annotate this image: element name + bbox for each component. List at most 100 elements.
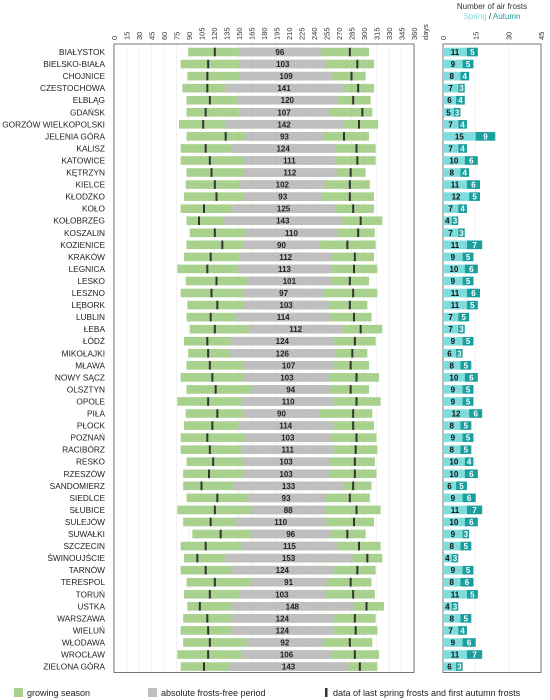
autumn-frosts-label: 5 — [464, 422, 469, 431]
frost-free-days-label: 90 — [277, 241, 286, 250]
station-row: MIKOŁAJKI 126 6 3 — [62, 348, 463, 358]
station-row: KOSZALIN 110 7 3 — [64, 228, 465, 238]
autumn-frosts-label: 4 — [460, 120, 465, 129]
first-autumn-frost-marker — [348, 493, 351, 503]
spring-frosts-bar — [443, 626, 459, 635]
station-row: NOWY SĄCZ 103 10 6 — [55, 372, 478, 382]
spring-frosts-bar — [443, 324, 459, 334]
frost-free-days-label: 124 — [276, 626, 290, 635]
spring-frosts-bar — [443, 457, 465, 467]
first-autumn-frost-marker — [358, 120, 360, 129]
first-autumn-frost-marker — [355, 505, 358, 515]
first-autumn-frost-marker — [349, 168, 352, 177]
spring-frosts-label: 8 — [449, 542, 454, 551]
spring-frosts-bar — [443, 361, 461, 370]
station-row: CZESTOCHOWA 141 7 3 — [40, 83, 465, 93]
frost-free-bar — [224, 83, 344, 93]
autumn-frosts-bar — [460, 168, 470, 177]
station-label: KĘTRZYN — [66, 168, 105, 178]
frost-free-days-label: 112 — [289, 325, 302, 334]
autumn-frosts-label: 4 — [463, 169, 468, 178]
autumn-frosts-label: 3 — [455, 108, 460, 117]
station-row: WARSZAWA 124 8 5 — [57, 613, 472, 623]
last-spring-frost-marker — [209, 252, 212, 262]
spring-frosts-bar — [443, 409, 470, 418]
station-row: RACIBÓRZ 111 8 5 — [62, 445, 472, 455]
station-label: RACIBÓRZ — [62, 445, 105, 455]
station-row: SIEDLCE 93 9 6 — [69, 493, 476, 503]
spring-frosts-bar — [443, 469, 465, 479]
spring-frosts-label: 9 — [451, 385, 456, 394]
autumn-frosts-label: 5 — [470, 301, 475, 310]
spring-frosts-label: 10 — [449, 156, 458, 165]
spring-frosts-label: 9 — [451, 566, 456, 575]
days-tick-label: 105 — [198, 27, 207, 40]
spring-frosts-label: 4 — [445, 602, 450, 611]
autumn-frosts-label: 4 — [460, 205, 465, 214]
station-label: LESZNO — [72, 288, 106, 298]
spring-frosts-label: 7 — [448, 325, 453, 334]
frost-free-bar — [237, 264, 332, 274]
last-spring-frost-marker — [213, 47, 216, 57]
frost-free-bar — [241, 445, 334, 454]
frost-free-bar — [229, 662, 349, 671]
autumn-frosts-label: 6 — [471, 181, 476, 190]
first-autumn-frost-marker — [354, 445, 357, 454]
frost-free-bar — [239, 59, 326, 69]
days-unit-label: days — [421, 24, 430, 40]
days-tick-label: 360 — [410, 27, 419, 40]
autumn-frosts-label: 5 — [466, 60, 471, 69]
frost-free-days-label: 125 — [277, 205, 291, 214]
station-row: LUBLIN 114 7 5 — [76, 312, 470, 322]
autumn-frosts-bar — [466, 180, 481, 189]
legend-label-growing: growing season — [27, 688, 90, 698]
autumn-frosts-label: 5 — [464, 614, 469, 623]
autumn-label: Autumn — [493, 12, 521, 21]
frost-free-days-label: 96 — [286, 530, 295, 539]
spring-frosts-label: 7 — [448, 229, 453, 238]
station-label: PŁOCK — [77, 421, 106, 431]
last-spring-frost-marker — [216, 493, 219, 503]
autumn-frosts-bar — [460, 71, 470, 81]
autumn-frosts-bar — [462, 529, 470, 539]
days-tick-label: 30 — [135, 32, 144, 40]
spring-frosts-label: 6 — [447, 349, 452, 358]
frost-free-bar — [251, 385, 330, 394]
first-autumn-frost-marker — [350, 71, 353, 81]
station-label: WARSZAWA — [57, 613, 105, 623]
legend-swatch-frostfree — [148, 688, 157, 697]
autumn-frosts-label: 5 — [466, 434, 471, 443]
last-spring-frost-marker — [221, 240, 224, 250]
autumn-frosts-bar — [475, 132, 496, 141]
spring-frosts-bar — [443, 336, 463, 346]
station-row: KOŁOBRZEG 143 4 3 — [53, 216, 459, 226]
station-row: KIELCE 102 11 6 — [75, 180, 481, 190]
spring-frosts-label: 6 — [447, 96, 452, 105]
autumn-frosts-label: 5 — [464, 361, 469, 370]
last-spring-frost-marker — [208, 156, 211, 165]
first-autumn-frost-marker — [348, 300, 351, 310]
station-row: ZIELONA GÓRA 143 6 3 — [43, 662, 463, 672]
spring-frosts-bar — [443, 59, 463, 69]
days-tick-label: 255 — [323, 27, 332, 40]
station-row: KOŁO 125 7 4 — [82, 204, 467, 214]
last-spring-frost-marker — [200, 481, 203, 491]
frost-free-bar — [243, 457, 329, 467]
frost-free-bar — [229, 348, 335, 358]
autumn-frosts-label: 5 — [466, 277, 471, 286]
frost-free-days-label: 91 — [284, 578, 293, 587]
spring-frosts-label: 10 — [449, 470, 458, 479]
autumn-frosts-bar — [460, 445, 472, 454]
frost-free-bar — [244, 240, 319, 250]
autumn-frosts-bar — [456, 95, 465, 105]
autumn-frosts-label: 5 — [461, 313, 466, 322]
frost-free-bar — [239, 252, 333, 262]
spring-frosts-label: 11 — [451, 651, 460, 660]
frost-free-days-label: 126 — [276, 349, 290, 358]
spring-frosts-label: 7 — [448, 626, 453, 635]
spring-frosts-bar — [443, 481, 457, 491]
station-label: KOSZALIN — [64, 228, 105, 238]
station-row: RESKO 103 10 4 — [76, 457, 474, 467]
autumn-frosts-label: 5 — [466, 337, 471, 346]
spring-frosts-label: 7 — [448, 84, 453, 93]
